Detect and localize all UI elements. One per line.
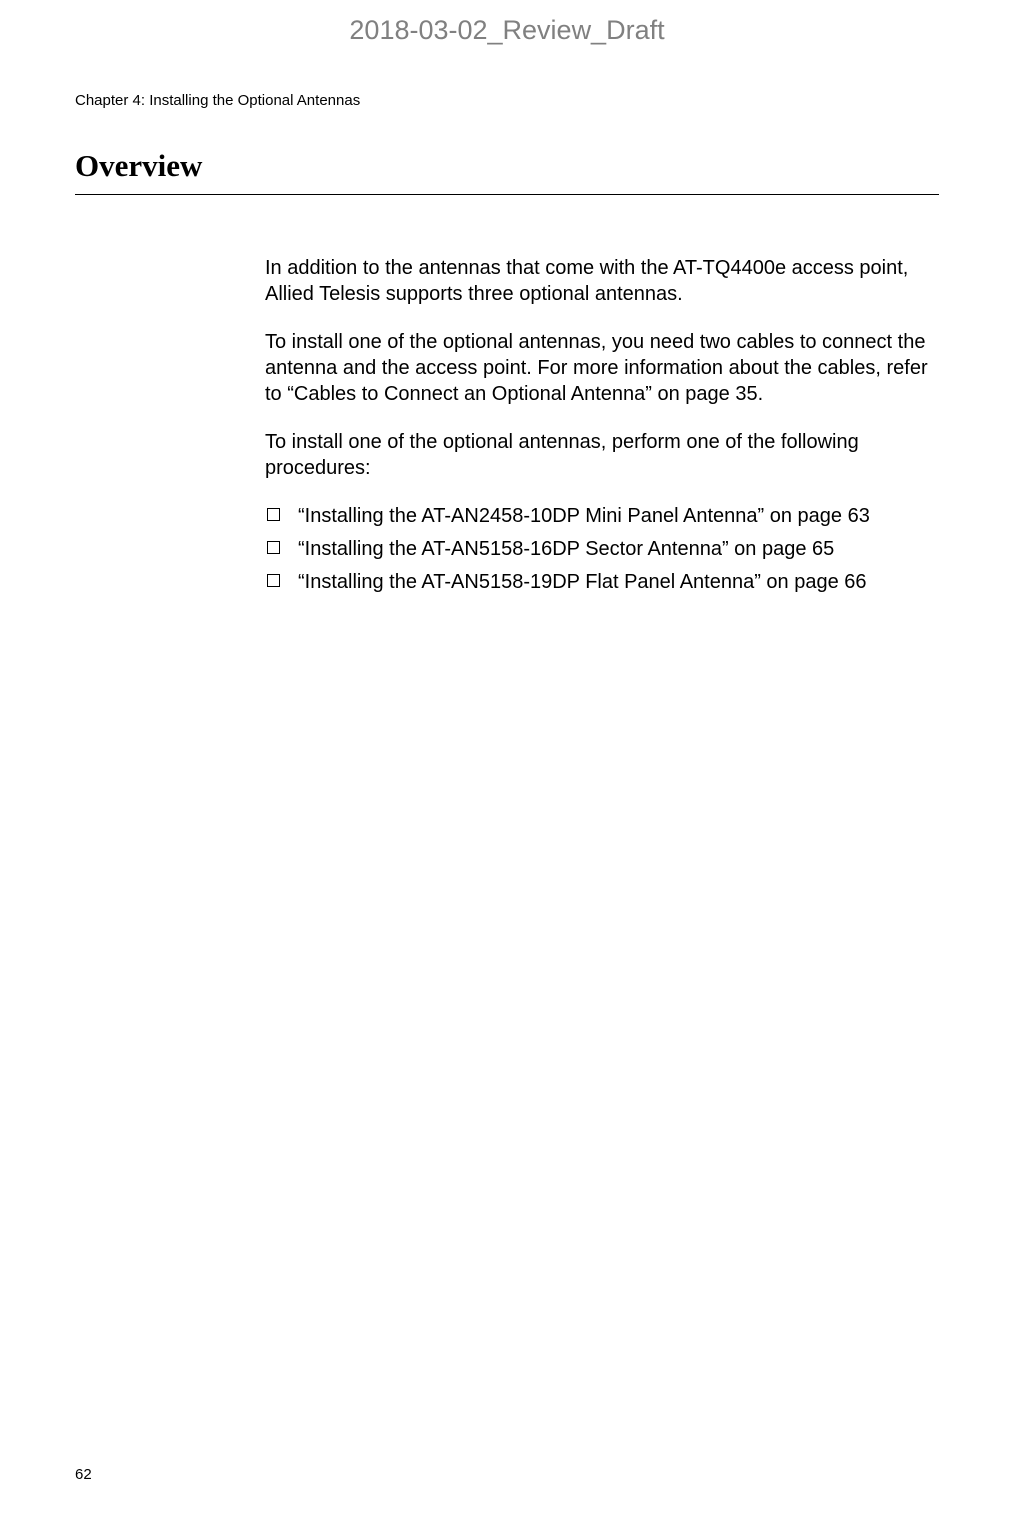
watermark-text: 2018-03-02_Review_Draft xyxy=(0,15,1014,46)
paragraph-2: To install one of the optional antennas,… xyxy=(265,329,934,407)
list-item: “Installing the AT-AN2458-10DP Mini Pane… xyxy=(265,503,934,530)
body-content: In addition to the antennas that come wi… xyxy=(265,255,934,602)
page-number: 62 xyxy=(75,1466,92,1483)
bullet-list: “Installing the AT-AN2458-10DP Mini Pane… xyxy=(265,503,934,596)
section-title: Overview xyxy=(75,148,939,195)
hollow-square-bullet-icon xyxy=(267,574,280,587)
list-item-text: “Installing the AT-AN2458-10DP Mini Pane… xyxy=(298,505,870,527)
paragraph-1: In addition to the antennas that come wi… xyxy=(265,255,934,307)
list-item: “Installing the AT-AN5158-16DP Sector An… xyxy=(265,536,934,563)
hollow-square-bullet-icon xyxy=(267,508,280,521)
hollow-square-bullet-icon xyxy=(267,541,280,554)
list-item-text: “Installing the AT-AN5158-16DP Sector An… xyxy=(298,538,834,560)
list-item: “Installing the AT-AN5158-19DP Flat Pane… xyxy=(265,569,934,596)
chapter-header: Chapter 4: Installing the Optional Anten… xyxy=(75,92,360,109)
paragraph-3: To install one of the optional antennas,… xyxy=(265,429,934,481)
list-item-text: “Installing the AT-AN5158-19DP Flat Pane… xyxy=(298,571,867,593)
